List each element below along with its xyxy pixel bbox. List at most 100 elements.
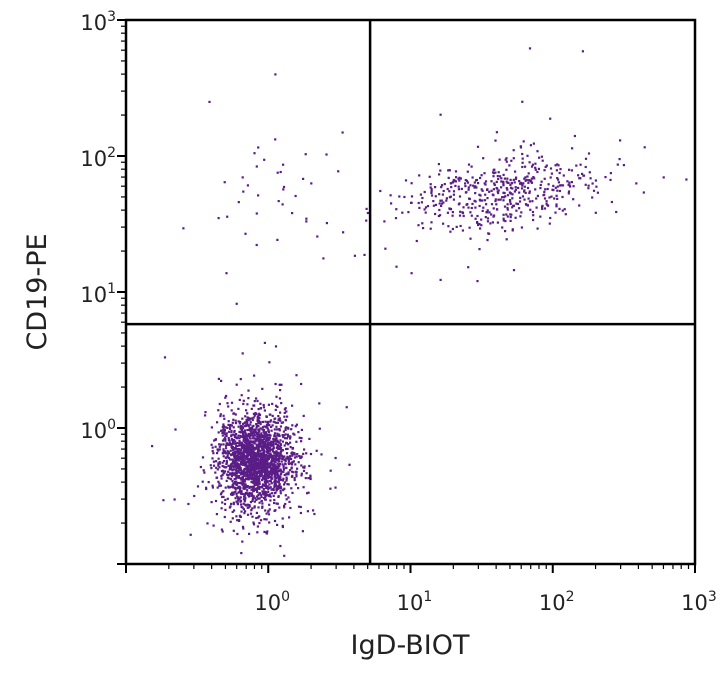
- data-point: [457, 203, 460, 206]
- data-point: [246, 454, 249, 457]
- data-point: [484, 216, 487, 219]
- data-point: [257, 497, 260, 500]
- data-point: [236, 464, 239, 467]
- data-point: [221, 452, 225, 455]
- data-point: [255, 483, 258, 486]
- data-point: [255, 397, 258, 400]
- data-point: [268, 503, 271, 506]
- data-point: [270, 488, 273, 491]
- data-point: [216, 452, 219, 455]
- data-point: [582, 174, 585, 177]
- data-point: [531, 210, 535, 214]
- data-point: [249, 471, 252, 475]
- data-point: [548, 196, 551, 199]
- data-point: [219, 484, 223, 487]
- data-point: [262, 475, 265, 478]
- data-point: [461, 212, 465, 215]
- data-point: [521, 161, 524, 164]
- data-point: [281, 479, 284, 482]
- data-point: [235, 475, 238, 478]
- data-point: [579, 177, 582, 180]
- data-point: [302, 414, 305, 417]
- data-point: [556, 189, 559, 192]
- data-point: [257, 461, 260, 464]
- data-point: [439, 199, 442, 202]
- data-point: [240, 470, 243, 473]
- data-point: [543, 207, 547, 210]
- data-point: [527, 197, 530, 200]
- data-point: [274, 345, 278, 348]
- data-point: [232, 459, 235, 462]
- data-point: [450, 186, 453, 189]
- data-point: [464, 185, 467, 188]
- data-point: [217, 457, 220, 460]
- data-point: [246, 464, 249, 467]
- data-point: [255, 475, 258, 478]
- data-point: [234, 471, 237, 474]
- data-point: [240, 482, 243, 485]
- data-point: [291, 491, 294, 494]
- data-point: [271, 448, 274, 451]
- data-point: [299, 511, 302, 515]
- data-point: [237, 407, 240, 410]
- data-point: [451, 211, 454, 214]
- data-point: [273, 501, 276, 505]
- data-point: [285, 442, 288, 445]
- data-point: [418, 174, 421, 177]
- data-point: [262, 446, 265, 449]
- data-point: [235, 469, 238, 472]
- data-point: [240, 445, 244, 448]
- data-point: [515, 202, 518, 205]
- data-point: [395, 265, 398, 268]
- data-point: [252, 412, 255, 415]
- data-point: [255, 511, 258, 514]
- data-point: [501, 196, 504, 199]
- data-point: [269, 413, 272, 416]
- data-point: [329, 469, 332, 472]
- data-point: [272, 459, 275, 462]
- data-point: [257, 418, 260, 421]
- data-point: [458, 195, 462, 198]
- data-point: [243, 434, 246, 437]
- data-point: [430, 191, 433, 194]
- data-point: [264, 498, 267, 501]
- data-point: [222, 423, 225, 426]
- data-point: [268, 493, 271, 496]
- data-point: [229, 473, 232, 476]
- data-point: [536, 150, 539, 153]
- data-point: [503, 205, 507, 208]
- data-point: [238, 437, 241, 440]
- data-point: [260, 493, 263, 496]
- data-point: [196, 485, 200, 488]
- data-point: [249, 501, 252, 504]
- data-point: [235, 477, 238, 480]
- data-point: [241, 479, 244, 483]
- data-point: [294, 463, 297, 466]
- data-point: [280, 487, 283, 490]
- data-point: [248, 491, 251, 494]
- data-point: [564, 213, 567, 216]
- data-point: [256, 465, 259, 468]
- data-point: [259, 427, 262, 430]
- data-point: [484, 183, 487, 186]
- data-point: [493, 183, 496, 186]
- data-point: [269, 446, 272, 450]
- data-points: [151, 47, 688, 557]
- data-point: [275, 421, 278, 424]
- data-point: [536, 170, 539, 174]
- data-point: [257, 449, 260, 452]
- data-point: [531, 163, 534, 166]
- data-point: [239, 515, 242, 518]
- data-point: [247, 471, 250, 474]
- data-point: [276, 473, 279, 476]
- data-point: [353, 254, 356, 257]
- data-point: [231, 462, 234, 465]
- data-point: [519, 196, 522, 199]
- data-point: [267, 423, 270, 426]
- data-point: [293, 433, 296, 436]
- data-point: [262, 487, 265, 491]
- data-point: [484, 180, 488, 183]
- data-point: [227, 430, 231, 433]
- data-point: [442, 222, 445, 225]
- data-point: [279, 544, 282, 548]
